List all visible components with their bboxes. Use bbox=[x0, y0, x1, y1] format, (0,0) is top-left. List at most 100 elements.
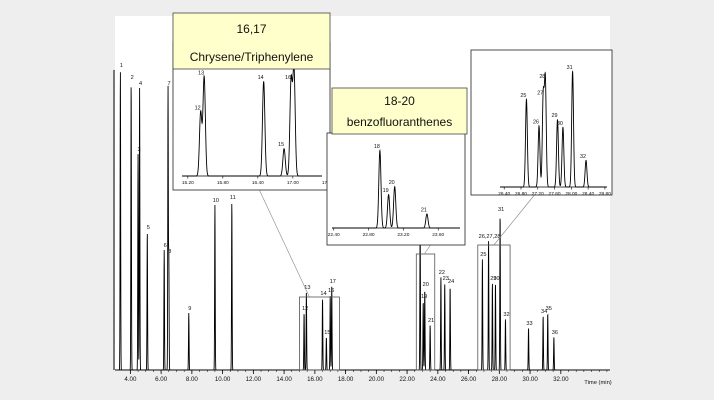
inset-frame bbox=[326, 132, 466, 246]
inset-peak-label-25: 25 bbox=[520, 93, 526, 99]
inset-tick-label: 16.40 bbox=[252, 180, 264, 186]
inset-title: 16,17 bbox=[236, 22, 266, 36]
peak-label-19: 19 bbox=[421, 294, 427, 300]
inset-tick-label: 26.40 bbox=[498, 191, 510, 197]
inset-peak-label-18: 18 bbox=[374, 144, 380, 150]
peak-label-4: 4 bbox=[139, 81, 142, 87]
x-tick-label: 18.00 bbox=[338, 376, 354, 383]
x-tick-label: 30.00 bbox=[522, 376, 538, 383]
inset-peak-label-27: 27 bbox=[537, 90, 543, 96]
inset-peak-label-32: 32 bbox=[580, 154, 586, 160]
x-tick-label: 28.00 bbox=[492, 376, 508, 383]
x-tick-label: 6.00 bbox=[155, 376, 168, 383]
main-chromatogram: 4.00 6.00 8.00 10.00 12.00 14.00 16.00 18.00 20.… bbox=[113, 63, 612, 386]
inset-title-box bbox=[172, 12, 331, 70]
inset-tick-label: 28.00 bbox=[565, 191, 577, 197]
peak-label-13: 13 bbox=[304, 285, 310, 291]
zoom-callouts bbox=[259, 189, 535, 298]
inset-tick-label: 23.60 bbox=[432, 232, 444, 238]
x-axis-title: Time (min) bbox=[584, 380, 612, 386]
inset-peak-label-26: 26 bbox=[533, 120, 539, 126]
inset-tick-label: 17.00 bbox=[287, 180, 299, 186]
peak-label-5: 5 bbox=[147, 225, 150, 231]
inset-tick-label: 28.80 bbox=[599, 191, 611, 197]
peak-label-2: 2 bbox=[131, 75, 134, 81]
peak-label-24: 24 bbox=[448, 279, 454, 285]
x-tick-label: 8.00 bbox=[186, 376, 199, 383]
peak-label-9: 9 bbox=[188, 306, 191, 312]
x-tick-label: 24.00 bbox=[430, 376, 446, 383]
x-tick-label: 22.00 bbox=[399, 376, 415, 383]
peak-label-17: 17 bbox=[330, 279, 336, 285]
inset-late: 26.40 26.80 27.20 27.60 28.00 28.40 28.80 25 26 2… bbox=[470, 49, 613, 197]
peak-label-10: 10 bbox=[213, 198, 219, 204]
inset-tick-label: 15.20 bbox=[182, 180, 194, 186]
inset-tick-label: 27.60 bbox=[549, 191, 561, 197]
peak-label-16: 16 bbox=[328, 288, 334, 294]
inset-peak-label-21: 21 bbox=[421, 207, 427, 213]
peak-label-20: 20 bbox=[423, 282, 429, 288]
x-tick-label: 26.00 bbox=[461, 376, 477, 383]
x-tick-label: 4.00 bbox=[124, 376, 137, 383]
inset-subtitle: Chrysene/Triphenylene bbox=[190, 50, 314, 64]
peak-label-21: 21 bbox=[428, 318, 434, 324]
inset-peak-label-20: 20 bbox=[389, 180, 395, 186]
callout-line bbox=[493, 194, 535, 246]
inset-title: 18-20 bbox=[384, 94, 415, 108]
x-tick-label: 16.00 bbox=[307, 376, 323, 383]
inset-tick-label: 22.40 bbox=[328, 232, 340, 238]
inset-peak-label-29: 29 bbox=[551, 113, 557, 119]
inset-tick-label: 27.20 bbox=[532, 191, 544, 197]
inset-peak-label-15: 15 bbox=[278, 142, 284, 148]
peak-label-29: 29 bbox=[490, 276, 496, 282]
inset-peak-label-30: 30 bbox=[557, 121, 563, 127]
peak-label-8: 8 bbox=[168, 249, 171, 255]
callout-line bbox=[259, 189, 310, 298]
peak-label-14: 14 bbox=[320, 291, 326, 297]
peak-label-26-27-28: 26,27,28 bbox=[479, 234, 501, 240]
peak-label-33: 33 bbox=[526, 321, 532, 327]
inset-subtitle: benzofluoranthenes bbox=[347, 115, 452, 129]
inset-panels: 15.2015.8016.4017.0017.6012131415161716,… bbox=[172, 12, 613, 246]
inset-tick-label: 23.20 bbox=[397, 232, 409, 238]
zoom-box-chrysene bbox=[299, 296, 340, 371]
peak-label-36: 36 bbox=[552, 330, 558, 336]
callout-line bbox=[424, 244, 431, 255]
inset-title-box bbox=[331, 87, 468, 135]
inset-peak-label-14: 14 bbox=[258, 75, 264, 81]
inset-peak-label-19: 19 bbox=[383, 188, 389, 194]
peak-label-32: 32 bbox=[503, 312, 509, 318]
inset-peak-label-13: 13 bbox=[198, 70, 204, 76]
inset-peak-label-28: 28 bbox=[539, 74, 545, 80]
peak-label-6: 6 bbox=[164, 243, 167, 249]
peak-label-25: 25 bbox=[480, 252, 486, 258]
inset-peak-label-16: 16 bbox=[285, 75, 291, 81]
inset-chrysene: 15.2015.8016.4017.0017.6012131415161716,… bbox=[172, 12, 334, 191]
peak-label-22: 22 bbox=[439, 270, 445, 276]
inset-peak-label-12: 12 bbox=[195, 106, 201, 112]
peak-label-1: 1 bbox=[120, 63, 123, 69]
peak-label-12: 12 bbox=[302, 306, 308, 312]
x-tick-label: 14.00 bbox=[276, 376, 292, 383]
peak-label-15: 15 bbox=[324, 330, 330, 336]
peak-label-3: 3 bbox=[137, 147, 140, 153]
x-tick-label: 20.00 bbox=[369, 376, 385, 383]
peak-label-31: 31 bbox=[498, 207, 504, 213]
x-tick-label: 12.00 bbox=[246, 376, 262, 383]
peak-label-30: 30 bbox=[493, 276, 499, 282]
peak-label-34: 34 bbox=[541, 309, 547, 315]
zoom-box-benzofluoranthenes bbox=[415, 253, 436, 371]
peak-label-11: 11 bbox=[230, 195, 236, 201]
x-tick-label: 32.00 bbox=[553, 376, 569, 383]
peak-label-7: 7 bbox=[167, 81, 170, 87]
inset-peak-label-31: 31 bbox=[567, 65, 573, 71]
inset-tick-label: 15.80 bbox=[217, 180, 229, 186]
inset-tick-label: 26.80 bbox=[515, 191, 527, 197]
peak-label-23: 23 bbox=[443, 276, 449, 282]
peak-label-35: 35 bbox=[546, 306, 552, 312]
inset-tick-label: 22.80 bbox=[363, 232, 375, 238]
inset-tick-label: 28.40 bbox=[582, 191, 594, 197]
x-tick-label: 10.00 bbox=[215, 376, 231, 383]
